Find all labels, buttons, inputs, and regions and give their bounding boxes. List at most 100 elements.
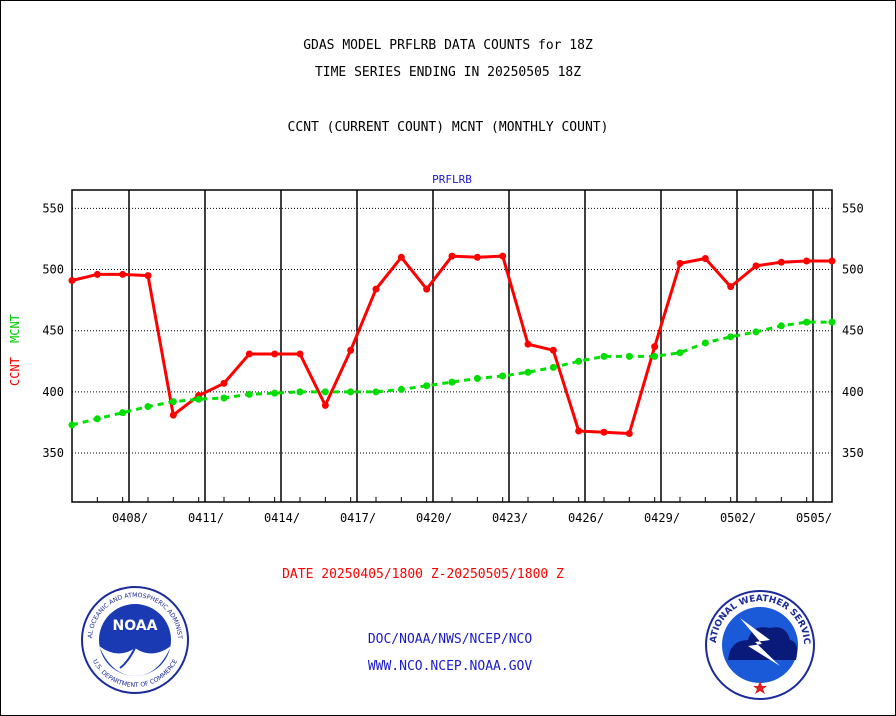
data-point-mcnt — [271, 389, 279, 397]
data-point-ccnt — [549, 346, 557, 354]
data-point-mcnt — [397, 385, 405, 393]
data-point-ccnt — [372, 285, 380, 293]
data-point-mcnt — [68, 421, 76, 429]
y-tick-label-left: 350 — [42, 446, 64, 460]
y-tick-label-right: 500 — [842, 263, 864, 277]
data-point-mcnt — [727, 333, 735, 341]
data-point-mcnt — [499, 372, 507, 380]
data-point-ccnt — [169, 411, 177, 419]
data-point-ccnt — [473, 253, 481, 261]
y-tick-label-right: 550 — [842, 201, 864, 215]
data-point-mcnt — [195, 395, 203, 403]
data-point-ccnt — [119, 270, 127, 278]
data-point-mcnt — [828, 318, 836, 326]
data-point-mcnt — [119, 409, 127, 417]
data-point-mcnt — [625, 352, 633, 360]
data-point-mcnt — [473, 374, 481, 382]
data-point-mcnt — [144, 403, 152, 411]
y-tick-label-left: 500 — [42, 263, 64, 277]
plot-area-border — [71, 189, 833, 503]
data-point-ccnt — [651, 343, 659, 351]
data-point-mcnt — [676, 349, 684, 357]
data-point-ccnt — [828, 257, 836, 265]
nws-lightning-icon — [740, 618, 780, 666]
nws-star-icon — [753, 681, 767, 694]
data-point-mcnt — [549, 363, 557, 371]
data-point-mcnt — [575, 357, 583, 365]
chart-legend-description: CCNT (CURRENT COUNT) MCNT (MONTHLY COUNT… — [287, 120, 609, 135]
data-point-ccnt — [423, 285, 431, 293]
data-point-mcnt — [777, 322, 785, 330]
data-point-mcnt — [423, 382, 431, 390]
y-tick-label-right: 450 — [842, 324, 864, 338]
panel-title: PRFLRB — [432, 173, 472, 186]
data-point-mcnt — [651, 352, 659, 360]
data-point-ccnt — [727, 283, 735, 291]
data-point-mcnt — [600, 352, 608, 360]
data-point-ccnt — [448, 252, 456, 260]
data-point-ccnt — [397, 253, 405, 261]
x-tick-label: 0411/ — [188, 511, 224, 525]
data-point-mcnt — [93, 415, 101, 423]
data-point-ccnt — [245, 350, 253, 358]
data-point-mcnt — [803, 318, 811, 326]
axis-layer — [71, 189, 833, 503]
x-tick-label: 0426/ — [568, 511, 604, 525]
data-point-ccnt — [701, 255, 709, 263]
y-tick-label-right: 400 — [842, 385, 864, 399]
x-tick-label: 0429/ — [644, 511, 680, 525]
noaa-bird-icon — [99, 646, 171, 676]
x-tick-label: 0423/ — [492, 511, 528, 525]
data-point-ccnt — [676, 259, 684, 267]
data-point-ccnt — [803, 257, 811, 265]
data-point-ccnt — [600, 428, 608, 436]
y-tick-label-right: 350 — [842, 446, 864, 460]
x-tick-label: 0408/ — [112, 511, 148, 525]
data-point-mcnt — [524, 368, 532, 376]
chart-title-line2: TIME SERIES ENDING IN 20250505 18Z — [314, 65, 582, 80]
data-point-ccnt — [575, 427, 583, 435]
grid-layer — [72, 190, 832, 502]
label-layer: 350 350 400 400 450 450 500 500 550 550 0408/0411/… — [8, 173, 864, 582]
nws-ring-text: NATIONAL WEATHER SERVICE — [0, 0, 811, 645]
x-tick-label: 0502/ — [720, 511, 756, 525]
data-point-ccnt — [499, 252, 507, 260]
data-point-ccnt — [93, 270, 101, 278]
x-axis-label: DATE 20250405/1800 Z-20250505/1800 Z — [282, 567, 564, 582]
data-point-ccnt — [68, 277, 76, 285]
y-tick-label-left: 550 — [42, 201, 64, 215]
data-point-mcnt — [321, 388, 329, 396]
data-point-mcnt — [752, 328, 760, 336]
data-point-ccnt — [321, 401, 329, 409]
x-tick-label: 0420/ — [416, 511, 452, 525]
x-tick-label: 0505/ — [796, 511, 832, 525]
x-tick-label: 0417/ — [340, 511, 376, 525]
data-point-ccnt — [777, 258, 785, 266]
data-point-ccnt — [625, 429, 633, 437]
footer-org-path: DOC/NOAA/NWS/NCEP/NCO — [367, 632, 533, 647]
y-axis-label-ccnt: CCNT — [8, 357, 22, 386]
data-point-mcnt — [448, 378, 456, 386]
data-point-mcnt — [169, 398, 177, 406]
y-tick-label-left: 400 — [42, 385, 64, 399]
series-line-mcnt — [71, 320, 832, 427]
data-point-ccnt — [144, 272, 152, 280]
data-point-mcnt — [701, 339, 709, 347]
data-point-ccnt — [347, 346, 355, 354]
series-line-ccnt — [71, 254, 832, 435]
data-point-ccnt — [271, 350, 279, 358]
y-tick-label-left: 450 — [42, 324, 64, 338]
data-point-mcnt — [296, 388, 304, 396]
data-point-ccnt — [220, 379, 228, 387]
noaa-center-text: NOAA — [113, 618, 158, 634]
y-axis-label-mcnt: MCNT — [8, 314, 22, 343]
data-point-mcnt — [372, 388, 380, 396]
series-layer — [68, 252, 836, 437]
data-point-ccnt — [752, 262, 760, 270]
data-point-mcnt — [220, 394, 228, 402]
data-point-mcnt — [245, 390, 253, 398]
x-tick-label: 0414/ — [264, 511, 300, 525]
nws-cloud-icon — [728, 627, 798, 660]
svg-text:NATIONAL WEATHER SERVICE: NATIONAL WEATHER SERVICE — [0, 0, 811, 645]
